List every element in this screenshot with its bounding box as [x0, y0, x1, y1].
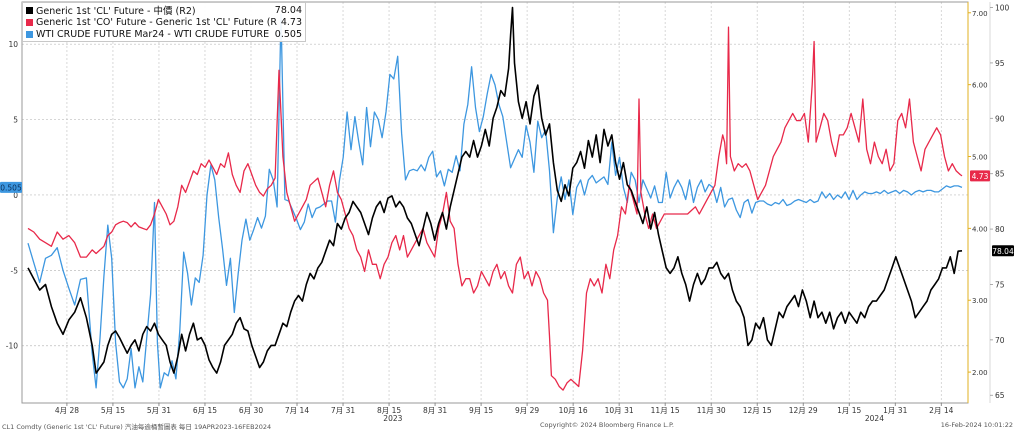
axes: 10 5 0 -5 -10 2.00 3.00 4.00 5.00 6.00 7.00 65 70 75 8…: [6, 1, 1010, 423]
x-axis-tick-label: 7月 14: [285, 406, 309, 415]
legend-label: WTI CRUDE FUTURE Mar24 - WTI CRUDE FUTUR…: [36, 28, 271, 40]
last-value-tag-label: 78.04: [992, 247, 1014, 256]
right-axis-2-tick-label: 65: [995, 391, 1005, 400]
last-value-tag: [992, 245, 1014, 257]
legend-item: Generic 1st 'CO' Future - Generic 1st 'C…: [26, 16, 302, 28]
left-axis-tick-label: 5: [13, 116, 18, 125]
legend-item: WTI CRUDE FUTURE Mar24 - WTI CRUDE FUTUR…: [26, 28, 302, 40]
series-line: [27, 13, 963, 389]
legend-value: 0.505: [274, 28, 302, 40]
x-axis-tick-label: 9月 15: [469, 406, 493, 415]
right-axis-2-tick-label: 90: [995, 114, 1005, 123]
x-axis-tick-label: 1月 15: [837, 406, 861, 415]
x-axis-tick-label: 6月 15: [193, 406, 217, 415]
legend-label: Generic 1st 'CL' Future - 中價 (R2): [36, 6, 196, 17]
x-axis-tick-label: 9月 29: [515, 406, 539, 415]
x-axis-tick-label: 5月 31: [147, 406, 171, 415]
right-axis-2-tick-label: 80: [995, 225, 1005, 234]
right-axis-1-tick-label: 4.00: [972, 225, 988, 233]
right-axis-1-tick-label: 5.00: [972, 154, 988, 162]
left-axis-tick-label: -10: [6, 342, 18, 351]
x-axis-tick-label: 12月 15: [743, 406, 772, 415]
last-value-tag-label: 4.73: [972, 172, 989, 181]
x-axis-tick-label: 8月 31: [423, 406, 447, 415]
legend-item: Generic 1st 'CL' Future - 中價 (R2) 78.04: [26, 4, 302, 17]
x-axis-tick-label: 10月 16: [559, 406, 588, 415]
right-axis-2-tick-label: 95: [995, 59, 1005, 68]
right-axis-1-tick-label: 2.00: [972, 369, 988, 377]
x-axis-tick-label: 2月 14: [929, 406, 953, 415]
left-axis-tick-label: 10: [8, 40, 18, 49]
x-axis-tick-label: 7月 31: [331, 406, 355, 415]
x-axis-tick-label: 6月 30: [239, 406, 263, 415]
right-axis-1-tick-label: 3.00: [972, 297, 988, 305]
x-axis-tick-label: 5月 15: [101, 406, 125, 415]
last-value-tags: 0.505 4.73 78.04: [0, 170, 1014, 257]
right-axis-1-tick-label: 7.00: [972, 10, 988, 18]
legend-label: Generic 1st 'CO' Future - Generic 1st 'C…: [36, 16, 277, 28]
footer-timestamp: 16-Feb-2024 10:01:22: [940, 421, 1013, 429]
series-lines: [27, 6, 963, 391]
x-axis-year-label: 2023: [383, 414, 402, 423]
right-axis-2-tick-label: 100: [995, 4, 1010, 13]
footer-source: CL1 Comdty (Generic 1st 'CL' Future) 汽油每…: [2, 423, 272, 431]
legend-swatch: [26, 6, 33, 14]
x-axis-tick-label: 12月 29: [789, 406, 818, 415]
x-axis-tick-label: 11月 30: [697, 406, 726, 415]
right-axis-2-tick-label: 85: [995, 170, 1005, 179]
series-line: [27, 26, 963, 391]
x-axis-tick-label: 10月 31: [605, 406, 634, 415]
legend-swatch: [26, 18, 33, 26]
footer-copyright: Copyright© 2024 Bloomberg Finance L.P.: [540, 421, 674, 429]
x-axis-tick-label: 1月 31: [883, 406, 907, 415]
x-axis-tick-label: 11月 15: [651, 406, 680, 415]
left-axis-tick-label: -5: [11, 266, 19, 275]
left-axis-tick-label: 0: [13, 191, 18, 200]
legend-swatch: [26, 30, 33, 38]
right-axis-2-tick-label: 75: [995, 280, 1005, 289]
legend-value: 4.73: [280, 16, 302, 28]
last-value-tag-label: 0.505: [0, 183, 22, 192]
x-axis-tick-label: 8月 15: [377, 406, 401, 415]
last-value-tag: [0, 181, 22, 193]
footer: CL1 Comdty (Generic 1st 'CL' Future) 汽油每…: [0, 420, 1015, 431]
x-axis-tick-label: 4月 28: [55, 406, 79, 415]
legend: Generic 1st 'CL' Future - 中價 (R2) 78.04 …: [22, 2, 306, 42]
right-axis-2-tick-label: 70: [995, 336, 1005, 345]
last-value-tag: [970, 170, 990, 182]
legend-value: 78.04: [274, 4, 302, 16]
right-axis-1-tick-label: 6.00: [972, 82, 988, 90]
x-axis-year-label: 2024: [865, 414, 884, 423]
series-line: [27, 6, 963, 374]
